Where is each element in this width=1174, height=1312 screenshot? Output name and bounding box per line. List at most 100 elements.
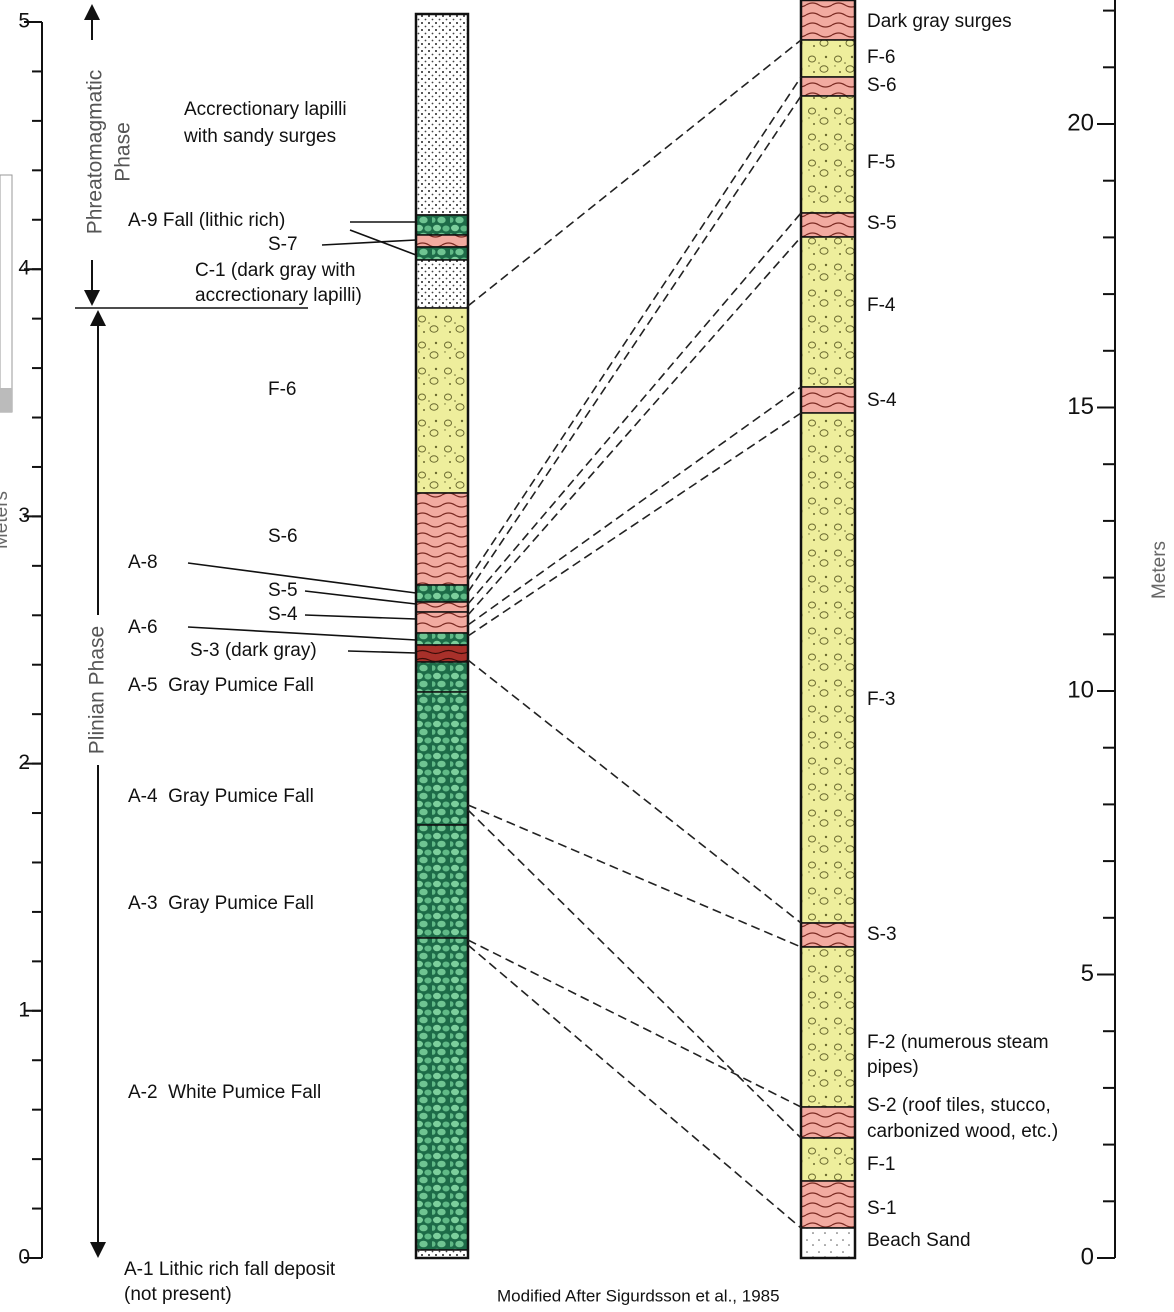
layer-label: Beach Sand	[867, 1230, 971, 1251]
layer	[416, 662, 468, 692]
layer	[416, 493, 468, 585]
layer-label: S-7	[268, 234, 298, 255]
layer-label: F-6	[867, 47, 896, 68]
layer-label: F-2 (numerous steam	[867, 1032, 1049, 1053]
correlation-line	[468, 237, 801, 615]
layer-label: A-3 Gray Pumice Fall	[128, 893, 314, 914]
leader-line	[188, 627, 416, 640]
layer-label: carbonized wood, etc.)	[867, 1121, 1058, 1142]
layer-label: A-5 Gray Pumice Fall	[128, 675, 314, 696]
correlation-line	[468, 810, 801, 1138]
phase-label: Phase	[112, 122, 135, 182]
stratigraphy-figure: Meters 0 1 2 3 4 5 Meters 0 5 10 15 20 Phreatomag…	[0, 0, 1174, 1307]
layer-label: S-5	[268, 580, 298, 601]
tick-label: 5	[18, 10, 30, 33]
correlation-line	[468, 940, 801, 1107]
right-axis: Meters 0 5 10 15 20	[1067, 0, 1170, 1270]
layer-label: S-3	[867, 924, 897, 945]
layer-label: A-2 White Pumice Fall	[128, 1082, 321, 1103]
tick-label: 0	[18, 1246, 30, 1269]
layer-label: A-8	[128, 552, 158, 573]
correlation-line	[468, 77, 801, 580]
axis-title: Meters	[1149, 541, 1170, 599]
layer-label: C-1 (dark gray with	[195, 260, 356, 281]
layer	[416, 247, 468, 260]
caption: Modified After Sigurdsson et al., 1985	[497, 1286, 780, 1305]
layer-label: S-5	[867, 213, 897, 234]
layer	[416, 14, 468, 215]
correlation-line	[468, 805, 801, 947]
right-labels: Dark gray surges F-6 S-6 F-5 S-5 F-4 S-4…	[867, 11, 1058, 1251]
leader-line	[322, 240, 416, 245]
layer	[801, 1181, 855, 1228]
layer	[416, 612, 468, 633]
correlation-line	[468, 413, 801, 636]
layer	[801, 213, 855, 237]
layer-label: accrectionary lapilli)	[195, 285, 362, 306]
correlation-line	[468, 96, 801, 592]
layer	[416, 938, 468, 1250]
layer	[801, 77, 855, 96]
layer-label: S-1	[867, 1198, 897, 1219]
leader-line	[305, 591, 416, 604]
leader-line	[305, 615, 416, 619]
layer	[416, 235, 468, 247]
layer-label: F-5	[867, 152, 896, 173]
layer-label: (not present)	[124, 1284, 232, 1305]
layer-label: A-9 Fall (lithic rich)	[128, 210, 285, 231]
layer-label: F-1	[867, 1154, 896, 1175]
layer	[416, 215, 468, 235]
layer-label: S-6	[268, 526, 298, 547]
columns	[416, 0, 855, 1258]
tick-label: 10	[1067, 676, 1094, 703]
layer	[416, 602, 468, 612]
layer	[416, 308, 468, 493]
leader-line	[348, 651, 416, 653]
layer-label: Accrectionary lapilli	[184, 99, 347, 120]
tick-label: 4	[18, 257, 30, 280]
tick-label: 15	[1067, 393, 1094, 420]
layer	[801, 387, 855, 413]
layer	[801, 237, 855, 387]
layer	[801, 923, 855, 947]
layer-label: Dark gray surges	[867, 11, 1012, 32]
layer	[416, 825, 468, 938]
layer	[801, 1107, 855, 1138]
layer-label: with sandy surges	[183, 126, 336, 147]
layer-label: S-4	[268, 604, 298, 625]
layer	[801, 413, 855, 923]
left-labels: Accrectionary lapilli with sandy surges …	[124, 99, 362, 1305]
layer	[416, 692, 468, 825]
layer-label: S-2 (roof tiles, stucco,	[867, 1095, 1051, 1116]
layer-label: F-4	[867, 295, 896, 316]
tick-label: 0	[1081, 1243, 1094, 1270]
tick-label: 5	[1081, 960, 1094, 987]
layer	[801, 0, 855, 40]
phase-label: Phreatomagmatic	[84, 70, 107, 235]
screen-artifact	[0, 388, 12, 412]
correlation-line	[468, 387, 801, 625]
layer-label: A-4 Gray Pumice Fall	[128, 786, 314, 807]
screen-artifact	[0, 175, 12, 412]
layer-label: F-6	[268, 379, 297, 400]
correlation-line	[468, 945, 801, 1228]
layer-label: S-4	[867, 390, 897, 411]
layer	[801, 96, 855, 213]
phase-label: Plinian Phase	[86, 626, 109, 754]
layer-label: A-6	[128, 617, 158, 638]
tick-label: 3	[18, 504, 30, 527]
correlation-line	[468, 660, 801, 923]
layer	[416, 633, 468, 645]
tick-label: 20	[1067, 109, 1094, 136]
layer-label: S-3 (dark gray)	[190, 640, 317, 661]
layer	[801, 1228, 855, 1258]
layer	[416, 645, 468, 662]
layer-label: F-3	[867, 689, 896, 710]
layer	[801, 1138, 855, 1181]
correlation-line	[468, 213, 801, 604]
phase-markers: Phreatomagmatic Phase Plinian Phase	[75, 12, 308, 1250]
tick-label: 1	[18, 998, 30, 1021]
correlation-lines	[468, 40, 801, 1228]
layer-label: pipes)	[867, 1057, 919, 1078]
tick-label: 2	[18, 751, 30, 774]
